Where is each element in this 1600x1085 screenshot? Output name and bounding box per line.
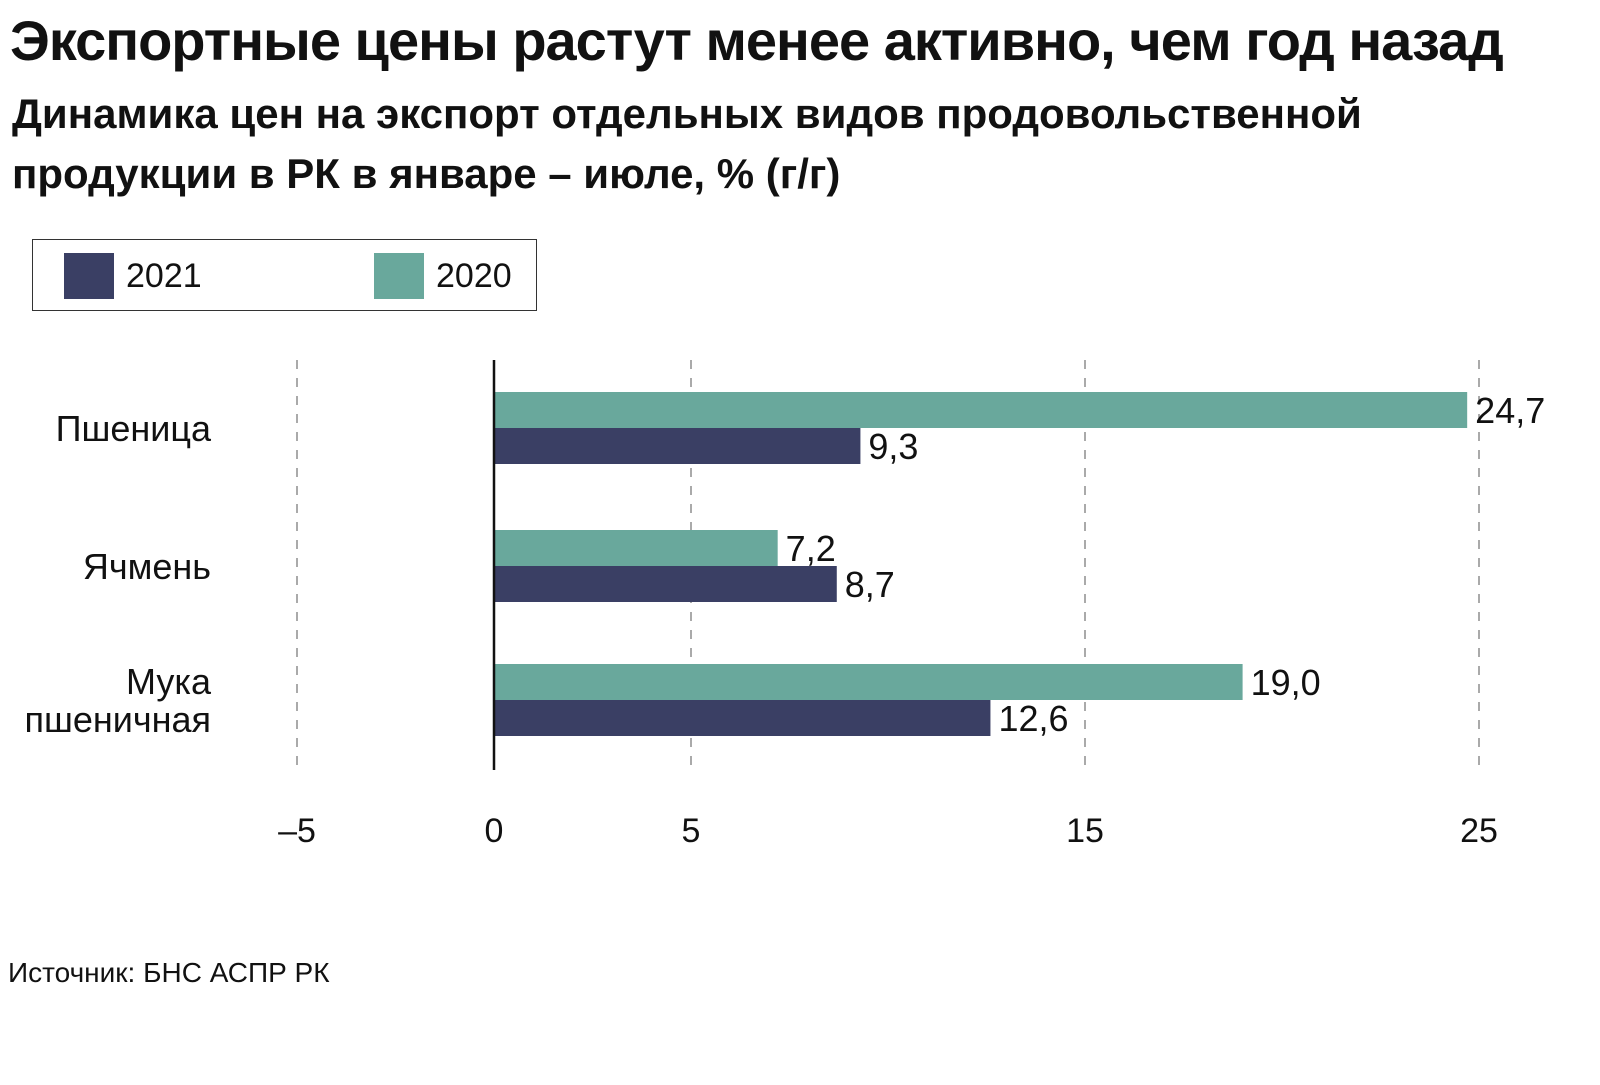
legend-swatch-2020 <box>374 253 424 299</box>
legend-item-2020: 2020 <box>374 253 512 299</box>
x-tick-label: 15 <box>1066 812 1104 850</box>
value-label: 9,3 <box>868 426 918 467</box>
bar-2020 <box>494 530 778 566</box>
x-tick-label: 0 <box>485 812 504 850</box>
x-tick-label: 25 <box>1460 812 1498 850</box>
legend-label-2021: 2021 <box>126 256 202 295</box>
chart-subtitle: Динамика цен на экспорт отдельных видов … <box>12 90 1362 197</box>
bar-chart: –5 0 5 15 25 24,7 7,2 19,0 9,3 8,7 12,6 Пшеница Ячме… <box>24 360 1545 850</box>
category-label: пшеничная <box>24 699 211 740</box>
bar-2020 <box>494 664 1243 700</box>
category-label: Ячмень <box>83 546 211 587</box>
chart-title: Экспортные цены растут менее активно, че… <box>10 9 1504 72</box>
x-tick-label: –5 <box>278 812 316 850</box>
bar-2021 <box>494 700 991 736</box>
bar-2021 <box>494 566 837 602</box>
bar-2020 <box>494 392 1468 428</box>
value-label: 12,6 <box>998 698 1068 739</box>
legend-item-2021: 2021 <box>64 253 202 299</box>
value-label: 24,7 <box>1475 390 1545 431</box>
source-note: Источник: БНС АСПР РК <box>8 957 330 988</box>
value-label: 8,7 <box>845 564 895 605</box>
legend-swatch-2021 <box>64 253 114 299</box>
bar-2021 <box>494 428 861 464</box>
legend: 2021 2020 <box>32 239 537 311</box>
legend-label-2020: 2020 <box>436 256 512 295</box>
x-tick-label: 5 <box>682 812 701 850</box>
category-label: Пшеница <box>56 408 212 449</box>
value-label: 7,2 <box>786 528 836 569</box>
value-label: 19,0 <box>1251 662 1321 703</box>
category-label: Мука <box>126 661 212 702</box>
